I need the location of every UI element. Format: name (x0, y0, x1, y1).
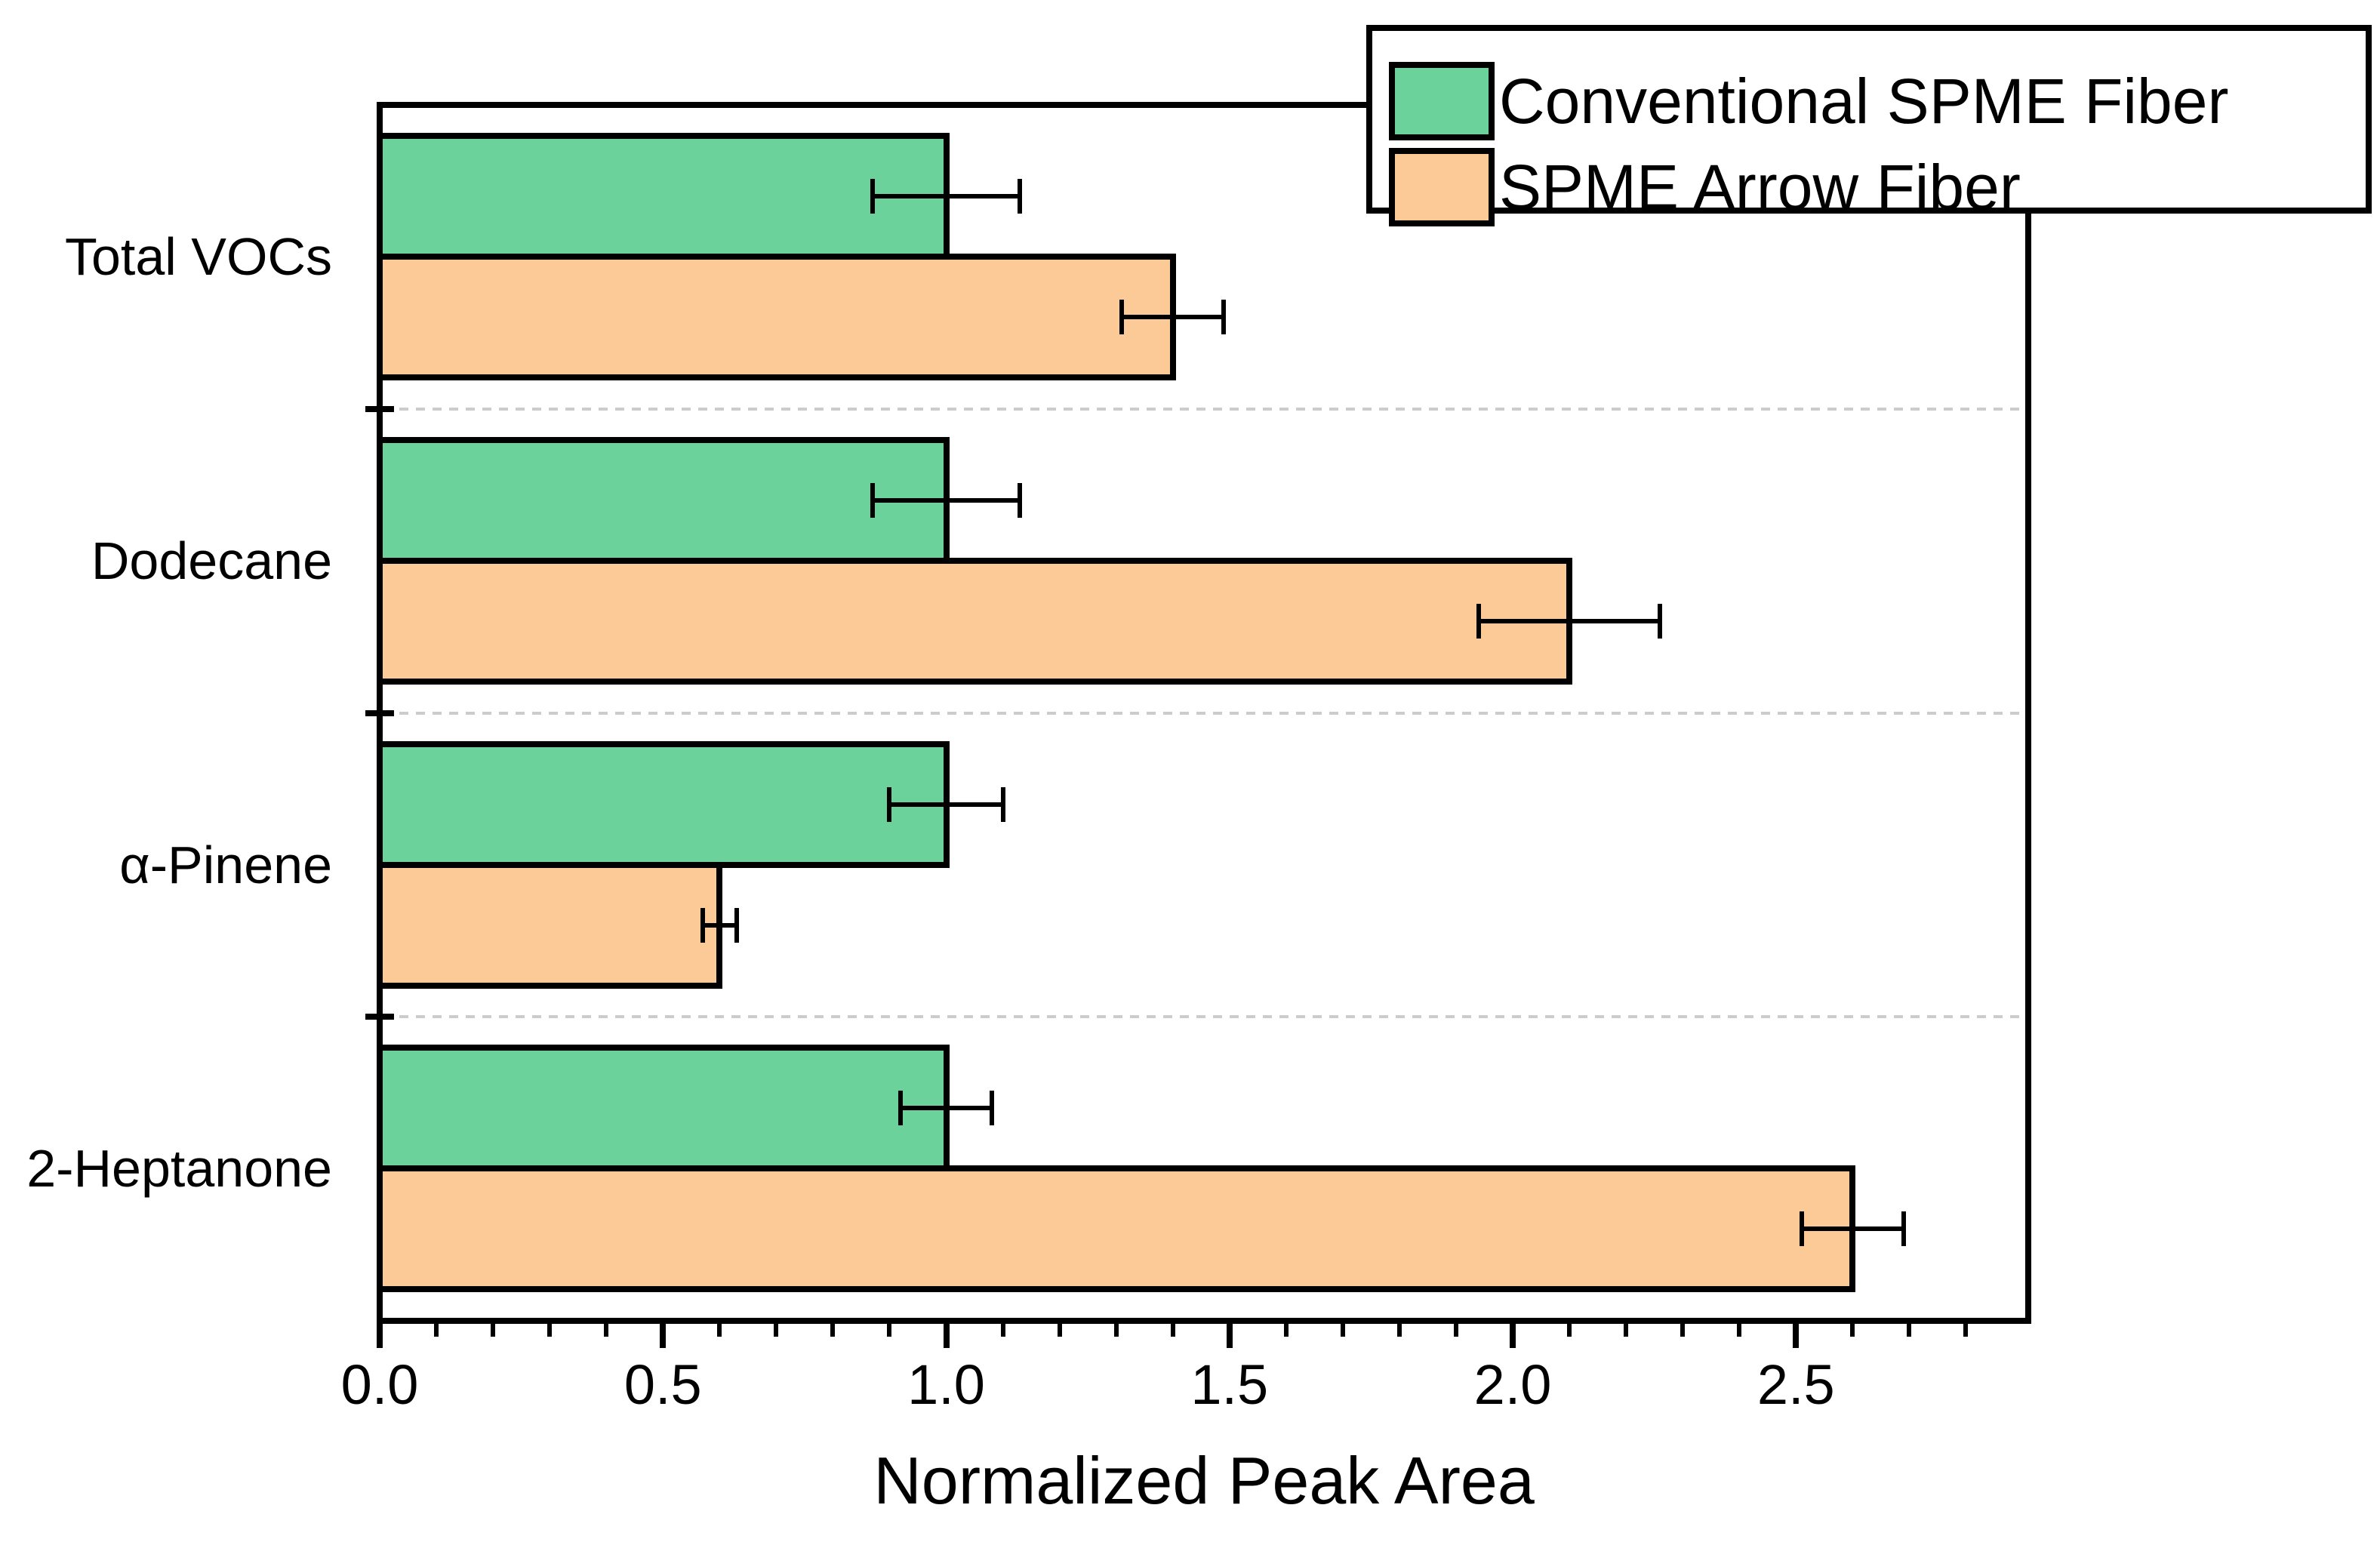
y-category-label-2: α-Pinene (119, 835, 332, 894)
bar-spme-arrow-1 (377, 557, 1573, 685)
error-bar-cap (1000, 786, 1005, 822)
x-axis-minor-tick (1737, 1324, 1742, 1337)
error-bar-cap (1221, 300, 1227, 334)
error-bar-line (872, 497, 1021, 503)
y-category-label-3: 2-Heptanone (26, 1139, 332, 1199)
error-bar-cap (1018, 179, 1023, 214)
y-axis-tick (365, 405, 394, 412)
x-axis-major-tick (660, 1324, 667, 1348)
x-axis-minor-tick (491, 1324, 496, 1337)
bar-conventional-spme-1 (377, 436, 950, 564)
bar-spme-arrow-3 (377, 1165, 1856, 1293)
x-axis-title: Normalized Peak Area (873, 1443, 1535, 1518)
x-tick-label-5: 2.5 (1757, 1353, 1835, 1416)
error-bar-cap (1799, 1211, 1804, 1247)
error-bar-line (872, 194, 1021, 199)
error-bar-cap (898, 1091, 904, 1126)
x-axis-minor-tick (1680, 1324, 1686, 1337)
error-bar-line (901, 1106, 992, 1111)
x-axis-major-tick (377, 1324, 383, 1348)
x-axis-minor-tick (1170, 1324, 1175, 1337)
bar-conventional-spme-3 (377, 1045, 950, 1172)
category-separator-gridline (383, 711, 2025, 715)
error-bar-cap (1018, 482, 1023, 518)
error-bar-cap (1658, 603, 1663, 639)
category-separator-gridline (383, 1015, 2025, 1019)
x-axis-minor-tick (1963, 1324, 1969, 1337)
x-tick-label-1: 0.5 (623, 1353, 702, 1416)
error-bar-cap (1476, 603, 1481, 639)
x-axis-minor-tick (1907, 1324, 1912, 1337)
x-axis-minor-tick (1850, 1324, 1855, 1337)
y-category-label-0: Total VOCs (65, 227, 332, 286)
x-axis-major-tick (1510, 1324, 1516, 1348)
error-bar-line (889, 802, 1003, 807)
y-axis-tick (365, 1014, 394, 1020)
x-tick-label-2: 1.0 (907, 1353, 985, 1416)
bar-conventional-spme-0 (377, 133, 950, 260)
x-axis-minor-tick (887, 1324, 892, 1337)
x-axis-minor-tick (1057, 1324, 1062, 1337)
legend-swatch-conventional-spme-fiber (1389, 62, 1495, 140)
bar-conventional-spme-2 (377, 740, 950, 868)
x-axis-minor-tick (1624, 1324, 1629, 1337)
x-axis-minor-tick (774, 1324, 779, 1337)
x-axis-major-tick (943, 1324, 950, 1348)
y-axis-tick (365, 709, 394, 716)
x-axis-minor-tick (1567, 1324, 1572, 1337)
error-bar-line (1801, 1226, 1904, 1232)
y-category-label-1: Dodecane (91, 531, 332, 590)
bar-spme-arrow-2 (377, 861, 723, 989)
legend-label-conventional-spme-fiber: Conventional SPME Fiber (1499, 66, 2229, 137)
category-separator-gridline (383, 407, 2025, 411)
x-axis-minor-tick (434, 1324, 439, 1337)
x-axis-minor-tick (547, 1324, 553, 1337)
x-tick-label-3: 1.5 (1190, 1353, 1269, 1416)
error-bar-cap (700, 907, 705, 943)
error-bar-line (1122, 315, 1224, 319)
x-tick-label-0: 0.0 (340, 1353, 419, 1416)
bar-spme-arrow-0 (377, 254, 1176, 380)
error-bar-cap (1119, 300, 1125, 334)
legend-swatch-spme-arrow-fiber (1389, 148, 1495, 226)
legend: Conventional SPME Fiber SPME Arrow Fiber (1366, 25, 2372, 226)
x-axis-minor-tick (1113, 1324, 1119, 1337)
x-axis-minor-tick (830, 1324, 836, 1337)
error-bar-cap (870, 482, 875, 518)
error-bar-cap (989, 1091, 994, 1126)
x-axis-minor-tick (1453, 1324, 1458, 1337)
error-bar-cap (1901, 1211, 1906, 1247)
x-axis-minor-tick (717, 1324, 722, 1337)
legend-label-spme-arrow-fiber: SPME Arrow Fiber (1499, 152, 2021, 223)
x-tick-label-4: 2.0 (1473, 1353, 1552, 1416)
x-axis-minor-tick (1283, 1324, 1289, 1337)
error-bar-cap (734, 907, 739, 943)
x-axis-minor-tick (1000, 1324, 1005, 1337)
error-bar-line (1479, 618, 1661, 623)
error-bar-line (702, 922, 737, 928)
x-axis-minor-tick (1396, 1324, 1402, 1337)
error-bar-cap (870, 179, 875, 214)
x-axis-minor-tick (1340, 1324, 1345, 1337)
x-axis-minor-tick (604, 1324, 609, 1337)
x-axis-major-tick (1793, 1324, 1800, 1348)
error-bar-cap (887, 786, 892, 822)
x-axis-major-tick (1226, 1324, 1233, 1348)
